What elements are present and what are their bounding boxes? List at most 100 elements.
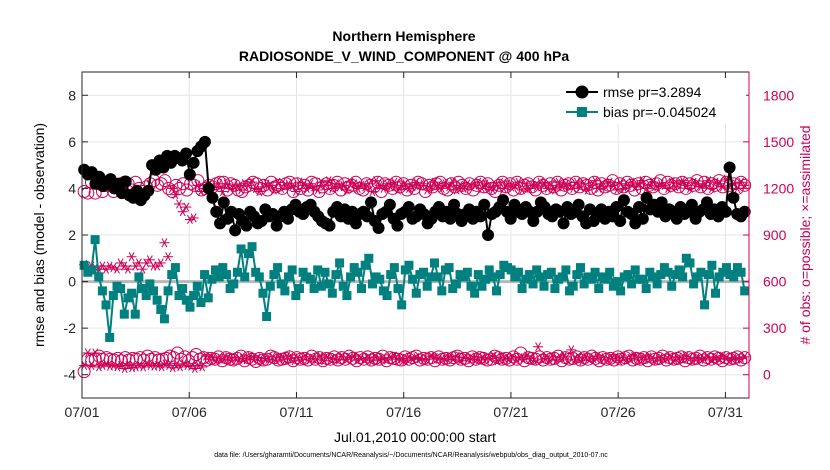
bias-point <box>411 288 421 298</box>
asterisk-stroke <box>405 352 412 362</box>
rmse-point <box>372 222 385 235</box>
asterisk-stroke <box>99 261 106 271</box>
asterisk-stroke <box>617 179 624 189</box>
asterisk-stroke <box>535 342 541 352</box>
bias-point <box>605 267 615 277</box>
rmse-point <box>719 205 732 218</box>
bias-point <box>546 267 556 277</box>
asterisk-stroke <box>216 179 223 189</box>
asterisk-stroke <box>586 354 593 364</box>
asterisk-stroke <box>188 361 195 371</box>
bias-point <box>192 281 202 291</box>
asterisk-stroke <box>358 180 365 190</box>
bias-point <box>648 272 658 282</box>
asterisk-stroke <box>592 176 599 186</box>
obs-assimilated-marker <box>378 183 389 194</box>
obs-assimilated-marker <box>228 180 239 190</box>
asterisk-stroke <box>504 179 511 189</box>
asterisk-stroke <box>281 180 288 190</box>
bias-point <box>375 274 385 284</box>
rmse-point <box>474 210 487 223</box>
obs-assimilated-marker <box>680 351 691 361</box>
bias-point <box>141 291 151 301</box>
bias-point <box>236 244 246 254</box>
asterisk-stroke <box>548 180 555 190</box>
x-tick-label: 07/01 <box>64 404 99 420</box>
obs-assimilated-marker <box>167 363 178 373</box>
asterisk-stroke <box>351 179 358 189</box>
obs-assimilated-marker <box>282 351 293 361</box>
obs-assimilated-marker <box>710 177 721 187</box>
bias-point <box>346 272 356 282</box>
asterisk-stroke <box>738 177 744 187</box>
obs-assimilated-marker <box>590 176 601 186</box>
rmse-point <box>448 198 461 211</box>
bias-point <box>247 242 257 252</box>
y2-tick-label: 1500 <box>763 134 794 150</box>
x-tick-label: 07/11 <box>279 404 313 420</box>
obs-possible-marker <box>418 185 432 199</box>
asterisk-stroke <box>190 213 197 223</box>
rmse-point <box>198 135 211 148</box>
asterisk-stroke <box>564 355 571 365</box>
obs-assimilated-marker <box>717 182 728 192</box>
asterisk-stroke <box>121 261 128 271</box>
obs-assimilated-marker <box>608 180 619 190</box>
asterisk-stroke <box>199 362 206 372</box>
obs-assimilated-marker <box>476 183 487 194</box>
asterisk-stroke <box>483 354 490 364</box>
obs-assimilated-marker <box>444 352 455 362</box>
asterisk-stroke <box>99 360 106 370</box>
asterisk-stroke <box>365 179 372 189</box>
asterisk-stroke <box>501 354 508 364</box>
asterisk-stroke <box>679 176 686 186</box>
asterisk-stroke <box>549 352 556 362</box>
y-tick-label: 2 <box>68 227 76 243</box>
bias-point <box>357 284 367 294</box>
chart-subtitle: RADIOSONDE_V_WIND_COMPONENT @ 400 hPa <box>239 48 569 64</box>
asterisk-stroke <box>442 179 449 189</box>
asterisk-stroke <box>258 356 265 366</box>
rmse-point <box>202 182 215 195</box>
asterisk-stroke <box>537 177 544 187</box>
bias-point <box>623 270 633 280</box>
data-file-footnote: data file: /Users/gharamti/Documents/NCA… <box>214 452 608 459</box>
bias-point <box>627 279 637 289</box>
bias-point <box>170 263 180 273</box>
asterisk-stroke <box>435 180 442 190</box>
x-tick-label: 07/06 <box>172 404 207 420</box>
asterisk-stroke <box>307 179 314 189</box>
asterisk-stroke <box>298 354 305 364</box>
bias-point <box>524 270 534 280</box>
y-tick-label: -2 <box>64 320 77 336</box>
rmse-point <box>240 219 253 232</box>
bias-point <box>473 270 483 280</box>
asterisk-stroke <box>302 352 309 362</box>
rmse-point <box>723 161 736 174</box>
obs-assimilated-marker <box>451 185 462 195</box>
asterisk-stroke <box>107 361 113 371</box>
asterisk-stroke <box>303 183 310 194</box>
obs-assimilated-marker <box>122 264 133 274</box>
bias-point <box>305 274 315 284</box>
asterisk-stroke <box>575 353 582 363</box>
rmse-point <box>119 175 132 188</box>
obs-assimilated-marker <box>487 185 498 195</box>
asterisk-stroke <box>206 354 213 364</box>
asterisk-stroke <box>346 353 353 363</box>
bias-point <box>630 265 640 275</box>
obs-assimilated-marker <box>647 353 658 363</box>
x-tick-label: 07/31 <box>708 404 743 420</box>
asterisk-stroke <box>384 179 390 189</box>
obs-assimilated-marker <box>184 214 195 225</box>
asterisk-stroke <box>599 179 606 189</box>
bias-point <box>408 274 418 284</box>
rmse-point <box>391 219 404 232</box>
asterisk-stroke <box>431 177 438 187</box>
obs-assimilated-marker <box>547 352 558 362</box>
legend-box <box>560 78 746 124</box>
obs-possible-marker <box>133 351 147 365</box>
asterisk-stroke <box>339 352 346 362</box>
asterisk-stroke <box>476 355 482 365</box>
asterisk-stroke <box>712 177 719 187</box>
